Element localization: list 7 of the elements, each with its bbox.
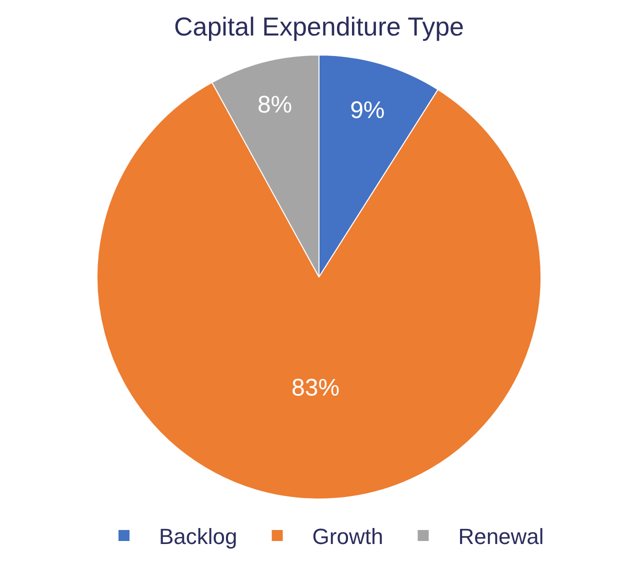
chart-title: Capital Expenditure Type bbox=[174, 11, 464, 42]
legend-label: Renewal bbox=[458, 524, 544, 550]
data-label: 83% bbox=[291, 374, 340, 402]
data-label: 9% bbox=[350, 96, 385, 124]
legend-label: Backlog bbox=[159, 524, 238, 550]
data-label: 8% bbox=[257, 91, 292, 118]
legend-label: Growth bbox=[312, 524, 384, 550]
